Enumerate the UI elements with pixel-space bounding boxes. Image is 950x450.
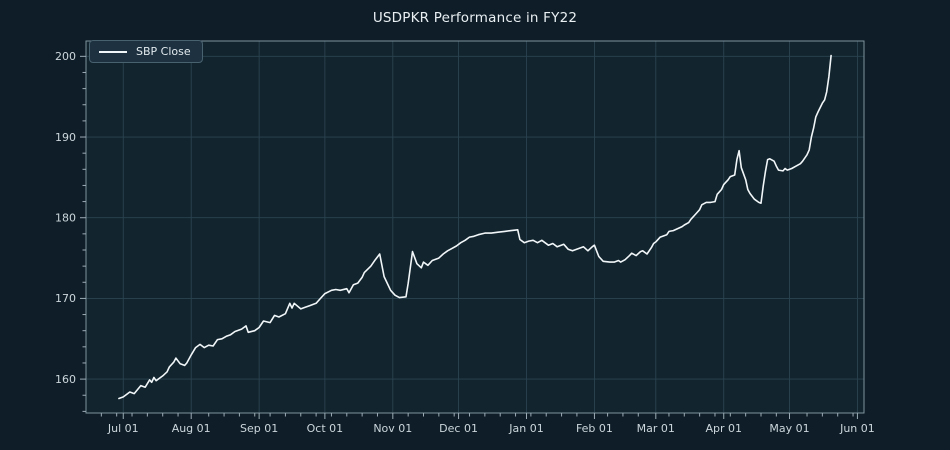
- legend: SBP Close: [89, 40, 203, 63]
- svg-text:Dec 01: Dec 01: [439, 422, 478, 435]
- y-tick-labels: 160 170 180 190 200: [55, 50, 76, 386]
- svg-text:Mar 01: Mar 01: [637, 422, 675, 435]
- svg-text:160: 160: [55, 373, 76, 386]
- axes-background: [86, 41, 864, 413]
- svg-text:170: 170: [55, 292, 76, 305]
- svg-text:190: 190: [55, 131, 76, 144]
- svg-text:Sep 01: Sep 01: [240, 422, 278, 435]
- svg-text:180: 180: [55, 212, 76, 225]
- svg-text:Oct 01: Oct 01: [307, 422, 344, 435]
- svg-text:Jun 01: Jun 01: [839, 422, 875, 435]
- svg-text:Aug 01: Aug 01: [172, 422, 211, 435]
- svg-text:Feb 01: Feb 01: [576, 422, 613, 435]
- x-tick-labels: Jul 01 Aug 01 Sep 01 Oct 01 Nov 01 Dec 01 Jan …: [107, 422, 875, 435]
- legend-label: SBP Close: [136, 45, 191, 58]
- legend-line-sample: [99, 50, 127, 53]
- svg-text:Jul 01: Jul 01: [107, 422, 139, 435]
- series-line-sbp-close: [118, 54, 832, 400]
- svg-text:Apr 01: Apr 01: [705, 422, 742, 435]
- axis-ticks: [80, 55, 858, 419]
- svg-text:200: 200: [55, 50, 76, 63]
- svg-text:Jan 01: Jan 01: [508, 422, 543, 435]
- axes-spines: [85, 40, 865, 414]
- chart-title: USDPKR Performance in FY22: [372, 10, 578, 26]
- svg-text:Nov 01: Nov 01: [373, 422, 412, 435]
- svg-text:May 01: May 01: [769, 422, 809, 435]
- grid-lines: [86, 41, 864, 413]
